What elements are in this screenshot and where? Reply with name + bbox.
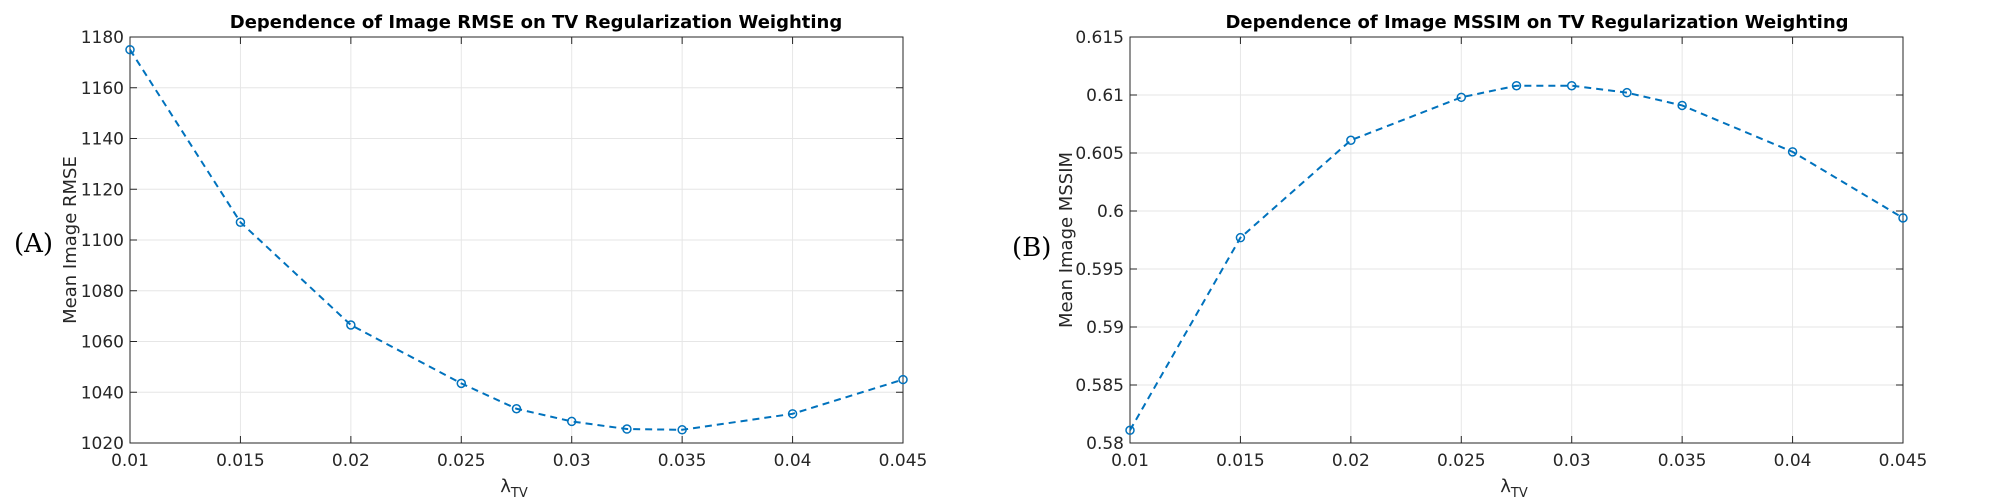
rmse-x-tick-label: 0.025 [437,451,486,471]
mssim-data-point [1125,425,1135,435]
rmse-data-point [677,425,687,435]
rmse-y-tick-label: 1120 [81,180,124,200]
mssim-y-tick-label: 0.6 [1097,202,1124,222]
mssim-x-tick-label: 0.04 [1774,451,1812,471]
mssim-x-tick-label: 0.01 [1111,451,1149,471]
rmse-x-tick-label: 0.035 [658,451,707,471]
mssim-axes-box [1129,36,1904,444]
mssim-y-axis-label: Mean Image MSSIM [1056,152,1077,328]
mssim-y-tick-label: 0.58 [1086,434,1124,454]
mssim-data-point [1566,80,1577,91]
mssim-data-point [1677,100,1687,111]
mssim-y-tick-label: 0.585 [1075,376,1124,396]
rmse-x-tick-label: 0.02 [332,451,370,471]
rmse-ticks: 0.01 0.015 0.02 0.025 0.03 0.035 0.04 0.045 1020… [81,28,928,471]
rmse-data-point [346,320,356,330]
mssim-x-tick-label: 0.035 [1658,451,1707,471]
mssim-series-line [1129,84,1904,431]
rmse-y-tick-label: 1060 [81,333,124,353]
rmse-data-point [511,403,522,414]
mssim-y-tick-label: 0.59 [1086,318,1124,338]
rmse-data-point [622,424,632,434]
rmse-chart-title: Dependence of Image RMSE on TV Regulariz… [230,12,843,33]
mssim-x-axis-label-main: λ [1500,476,1511,497]
rmse-y-tick-label: 1140 [81,130,124,150]
mssim-y-tick-label: 0.605 [1075,144,1124,164]
rmse-x-tick-label: 0.015 [216,451,265,471]
mssim-data-point [1346,135,1356,145]
mssim-data-point [1787,147,1798,157]
rmse-data-point [898,374,908,385]
mssim-ticks: 0.01 0.015 0.02 0.025 0.03 0.035 0.04 0.045 0.58… [1075,28,1927,471]
rmse-x-axis-label-sub: TV [510,486,528,499]
rmse-series [125,44,908,435]
mssim-x-tick-label: 0.045 [1879,451,1928,471]
mssim-x-axis-label: λTV [1500,476,1528,499]
mssim-x-tick-label: 0.02 [1332,451,1370,471]
rmse-y-tick-label: 1040 [81,383,124,403]
rmse-series-line [129,49,904,431]
rmse-y-tick-label: 1180 [81,28,124,48]
rmse-y-axis-label: Mean Image RMSE [60,156,81,324]
mssim-data-point [1622,87,1632,98]
mssim-x-tick-label: 0.025 [1437,451,1486,471]
mssim-chart: (B) Dependence of Image MSSIM on TV Regu… [1012,12,1927,499]
mssim-x-axis-label-sub: TV [1510,486,1528,499]
mssim-series [1125,80,1908,435]
rmse-y-tick-label: 1080 [81,282,124,302]
rmse-x-axis-label-main: λ [500,476,511,497]
rmse-x-tick-label: 0.01 [111,451,149,471]
mssim-data-point [1898,213,1908,223]
panel-label-a: (A) [14,229,53,259]
mssim-y-tick-label: 0.615 [1075,28,1124,48]
rmse-x-tick-label: 0.03 [553,451,591,471]
mssim-data-point [1511,80,1522,91]
rmse-chart: (A) Dependence of Image RMSE on TV Regul… [14,12,927,499]
rmse-data-point [456,378,467,389]
rmse-x-tick-label: 0.04 [774,451,812,471]
rmse-data-point [125,44,135,55]
rmse-data-point [787,409,798,419]
rmse-data-point [235,217,246,227]
mssim-y-tick-label: 0.61 [1086,86,1124,106]
mssim-data-point [1235,232,1246,243]
mssim-y-tick-label: 0.595 [1075,260,1124,280]
rmse-data-point [566,416,577,427]
mssim-data-point [1456,92,1467,103]
rmse-y-tick-label: 1160 [81,79,124,99]
rmse-y-tick-label: 1100 [81,231,124,251]
mssim-x-tick-label: 0.03 [1553,451,1591,471]
rmse-y-tick-label: 1020 [81,434,124,454]
panel-label-b: (B) [1012,233,1051,263]
mssim-chart-title: Dependence of Image MSSIM on TV Regulari… [1225,12,1848,33]
rmse-x-axis-label: λTV [500,476,528,499]
mssim-x-tick-label: 0.015 [1216,451,1265,471]
rmse-x-tick-label: 0.045 [879,451,928,471]
